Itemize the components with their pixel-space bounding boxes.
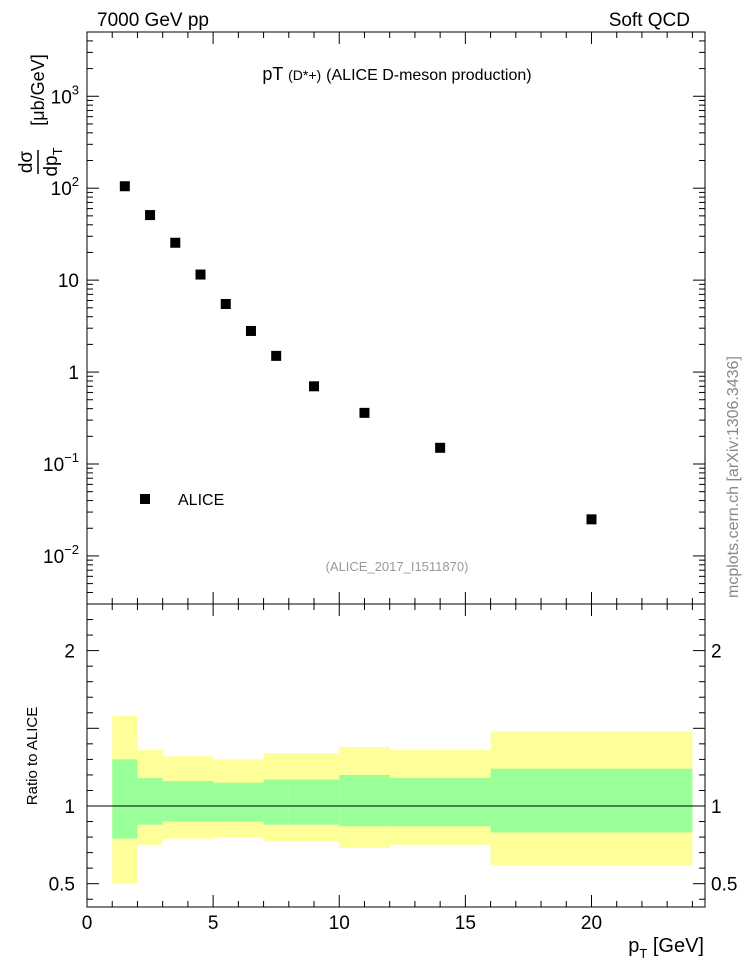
- x-tick-label: 5: [208, 913, 219, 934]
- main-plot-frame: [86, 31, 706, 605]
- ratio-band-inner: [238, 782, 264, 822]
- ratio-band-inner: [187, 781, 214, 822]
- ratio-y-tick-label-left: 2: [64, 642, 75, 663]
- data-point: [145, 210, 156, 221]
- plot-title: pT (D*+) (ALICE D-meson production): [262, 64, 531, 84]
- y-tick-label: 10: [58, 271, 79, 292]
- watermark: mcplots.cern.ch [arXiv:1306.3436]: [725, 356, 742, 598]
- ratio-y-tick-label-right: 2: [711, 642, 722, 663]
- y-tick-label: 103: [51, 82, 79, 108]
- ratio-band-inner: [112, 759, 138, 839]
- header-right: Soft QCD: [609, 10, 690, 31]
- title-suffix: (ALICE D-meson production): [326, 67, 531, 84]
- ratio-band-inner: [162, 781, 188, 822]
- data-point: [170, 237, 181, 248]
- ratio-band-inner: [213, 782, 239, 822]
- data-point: [220, 298, 231, 309]
- ratio-band-inner: [263, 779, 289, 825]
- data-markers: [119, 181, 597, 525]
- data-point: [245, 325, 256, 336]
- data-point: [195, 269, 206, 280]
- main-y-tick-labels: 10−2 10−1 1 10 102 103: [43, 82, 79, 568]
- legend-marker: [140, 494, 150, 504]
- svg-text:dpT: dpT: [41, 147, 65, 176]
- svg-text:[μb/GeV]: [μb/GeV]: [28, 54, 48, 125]
- x-tick-label: 10: [329, 913, 350, 934]
- header-left: 7000 GeV pp: [97, 10, 209, 31]
- ratio-band-inner: [137, 778, 163, 825]
- ratio-band-inner: [490, 768, 693, 833]
- data-point: [586, 514, 597, 525]
- analysis-id: (ALICE_2017_I1511870): [326, 559, 469, 574]
- x-tick-label: 15: [455, 913, 476, 934]
- data-point: [359, 407, 370, 418]
- x-axis-label: pT [GeV]: [628, 935, 704, 961]
- y-axis-label: dσ dpT [μb/GeV]: [16, 54, 65, 176]
- x-tick-label: 0: [82, 913, 93, 934]
- legend-label: ALICE: [178, 492, 224, 509]
- ratio-y-tick-label-left: 1: [64, 797, 75, 818]
- data-point: [435, 442, 446, 453]
- ratio-y-label: Ratio to ALICE: [24, 707, 41, 805]
- ratio-bands: [112, 715, 693, 884]
- y-tick-label: 1: [68, 363, 79, 384]
- data-point: [309, 381, 320, 392]
- ratio-y-tick-label-left: 0.5: [49, 875, 75, 896]
- x-tick-label: 20: [581, 913, 602, 934]
- x-tick-labels: 0 5 10 15 20: [82, 913, 602, 934]
- title-prefix: pT: [262, 64, 283, 84]
- y-tick-label: 10−1: [43, 450, 79, 476]
- svg-text:dσ: dσ: [16, 151, 37, 174]
- y-tick-label: 10−2: [43, 542, 79, 568]
- title-particle: (D*+): [288, 67, 321, 83]
- y-tick-label: 102: [51, 174, 79, 200]
- ratio-y-tick-label-right: 1: [711, 797, 722, 818]
- axis-ticks: [86, 31, 705, 907]
- ratio-band-inner: [288, 779, 340, 825]
- ratio-band-inner: [339, 774, 390, 827]
- ratio-y-tick-labels: 0.5 0.5 1 1 2 2: [49, 642, 738, 896]
- ratio-y-tick-label-right: 0.5: [711, 875, 737, 896]
- ratio-plot-frame: [86, 603, 706, 908]
- ratio-band-inner: [389, 778, 491, 827]
- data-point: [119, 181, 130, 192]
- data-point: [271, 350, 282, 361]
